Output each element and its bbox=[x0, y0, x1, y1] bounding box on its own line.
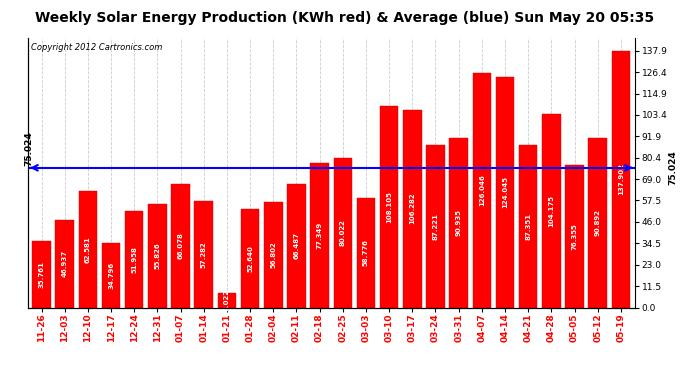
Text: 108.105: 108.105 bbox=[386, 191, 392, 223]
Bar bbox=[589, 138, 607, 308]
Text: 51.958: 51.958 bbox=[131, 246, 137, 273]
Bar bbox=[79, 191, 97, 308]
Text: 77.349: 77.349 bbox=[317, 222, 323, 249]
Text: 75.024: 75.024 bbox=[24, 131, 33, 166]
Text: 66.078: 66.078 bbox=[177, 232, 184, 260]
Text: 106.282: 106.282 bbox=[409, 193, 415, 224]
Text: 62.581: 62.581 bbox=[85, 236, 91, 262]
Bar bbox=[32, 241, 51, 308]
Text: 75.024: 75.024 bbox=[668, 150, 677, 185]
Text: 137.902: 137.902 bbox=[618, 163, 624, 195]
Text: 87.351: 87.351 bbox=[525, 213, 531, 240]
Text: 55.826: 55.826 bbox=[155, 242, 160, 269]
Bar bbox=[125, 211, 144, 308]
Bar bbox=[542, 114, 561, 308]
Text: 90.892: 90.892 bbox=[595, 209, 601, 236]
Bar bbox=[310, 164, 329, 308]
Text: 126.046: 126.046 bbox=[479, 174, 485, 206]
Text: 124.045: 124.045 bbox=[502, 176, 508, 208]
Text: 58.776: 58.776 bbox=[363, 239, 369, 266]
Bar bbox=[449, 138, 468, 308]
Text: 52.640: 52.640 bbox=[247, 245, 253, 272]
Bar bbox=[473, 73, 491, 308]
Bar bbox=[611, 51, 630, 308]
Bar bbox=[287, 184, 306, 308]
Text: Weekly Solar Energy Production (KWh red) & Average (blue) Sun May 20 05:35: Weekly Solar Energy Production (KWh red)… bbox=[35, 11, 655, 25]
Text: 8.022: 8.022 bbox=[224, 289, 230, 311]
Bar bbox=[148, 204, 167, 308]
Bar bbox=[333, 159, 352, 308]
Bar bbox=[403, 110, 422, 308]
Bar bbox=[55, 220, 74, 308]
Bar bbox=[380, 106, 398, 307]
Bar bbox=[519, 145, 538, 308]
Text: 104.175: 104.175 bbox=[549, 195, 554, 226]
Text: 34.796: 34.796 bbox=[108, 261, 114, 289]
Bar bbox=[195, 201, 213, 308]
Text: 56.802: 56.802 bbox=[270, 241, 276, 268]
Text: 76.355: 76.355 bbox=[571, 223, 578, 250]
Text: 87.221: 87.221 bbox=[433, 213, 438, 240]
Text: 46.937: 46.937 bbox=[61, 250, 68, 278]
Bar bbox=[357, 198, 375, 308]
Text: 90.935: 90.935 bbox=[455, 209, 462, 236]
Text: Copyright 2012 Cartronics.com: Copyright 2012 Cartronics.com bbox=[30, 43, 162, 52]
Bar bbox=[171, 184, 190, 308]
Bar bbox=[495, 76, 514, 308]
Text: 80.022: 80.022 bbox=[339, 219, 346, 246]
Text: 35.761: 35.761 bbox=[39, 261, 45, 288]
Text: 57.282: 57.282 bbox=[201, 241, 207, 267]
Bar bbox=[241, 210, 259, 308]
Bar bbox=[217, 292, 236, 308]
Bar bbox=[101, 243, 120, 308]
Bar bbox=[426, 145, 445, 308]
Bar bbox=[565, 165, 584, 308]
Text: 66.487: 66.487 bbox=[293, 232, 299, 259]
Bar bbox=[264, 202, 282, 308]
